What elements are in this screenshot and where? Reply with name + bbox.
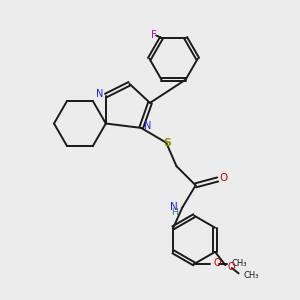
- Text: S: S: [164, 138, 172, 148]
- Text: N: N: [144, 122, 151, 131]
- Text: O: O: [214, 258, 221, 268]
- Text: H: H: [171, 208, 178, 217]
- Text: CH₃: CH₃: [232, 259, 247, 268]
- Text: F: F: [151, 30, 157, 40]
- Text: N: N: [170, 202, 178, 212]
- Text: CH₃: CH₃: [243, 271, 259, 280]
- Text: O: O: [228, 262, 236, 272]
- Text: N: N: [96, 89, 103, 99]
- Text: O: O: [220, 173, 228, 183]
